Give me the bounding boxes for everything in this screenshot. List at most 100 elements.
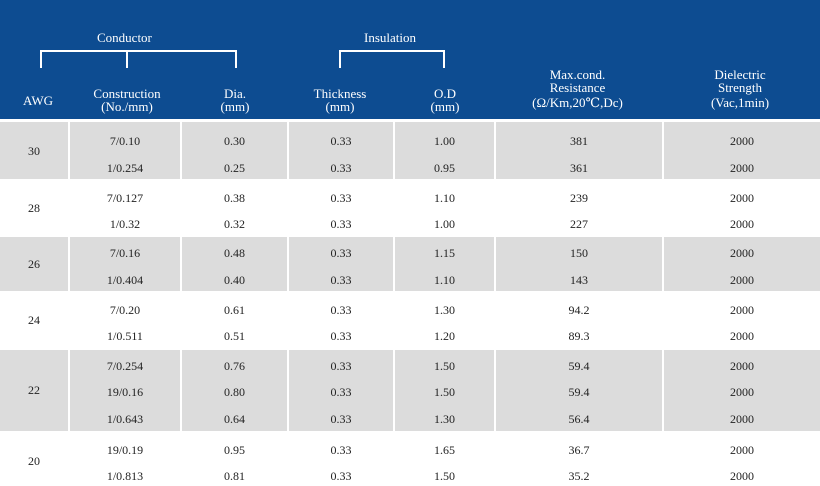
cell-thickness: 0.33 xyxy=(330,191,352,205)
cell-resistance: 227 xyxy=(570,217,588,231)
insulation-bracket-top xyxy=(339,50,445,52)
cell-od: 1.30 xyxy=(434,412,455,426)
column-divider xyxy=(494,119,496,486)
cell-dia: 0.25 xyxy=(224,161,245,175)
cell-thickness: 0.33 xyxy=(330,303,352,317)
cell-od: 1.10 xyxy=(434,273,455,287)
col-resistance: Max.cond. xyxy=(549,67,606,82)
col-construction: Construction xyxy=(93,86,161,101)
cell-resistance: 150 xyxy=(570,246,588,260)
cell-construction: 7/0.10 xyxy=(109,134,141,148)
cell-dielectric: 2000 xyxy=(730,134,754,148)
cell-construction: 7/0.127 xyxy=(106,191,144,205)
cell-resistance: 35.2 xyxy=(568,469,590,483)
cell-dia: 0.81 xyxy=(224,469,245,483)
conductor-group-label: Conductor xyxy=(97,30,152,45)
awg-value: 30 xyxy=(28,144,40,158)
cell-resistance: 36.7 xyxy=(568,443,590,457)
cell-dia: 0.80 xyxy=(224,385,245,399)
column-divider xyxy=(662,119,664,486)
cell-dia: 0.61 xyxy=(224,303,245,317)
cell-construction: 1/0.643 xyxy=(106,412,144,426)
cell-dielectric: 2000 xyxy=(730,161,754,175)
cell-thickness: 0.33 xyxy=(330,329,352,343)
cell-dielectric: 2000 xyxy=(730,273,754,287)
cell-construction: 1/0.32 xyxy=(109,217,141,231)
cell-dia: 0.64 xyxy=(224,412,245,426)
cell-resistance: 143 xyxy=(570,273,588,287)
awg-value: 26 xyxy=(28,257,40,271)
conductor-bracket-mid xyxy=(126,50,128,68)
cell-od: 1.50 xyxy=(434,359,455,373)
cell-resistance: 381 xyxy=(570,134,588,148)
group-row-awg-30 xyxy=(0,122,820,179)
col-dielectric-sub: Strength xyxy=(717,80,763,95)
cell-od: 1.65 xyxy=(434,443,455,457)
cell-resistance: 239 xyxy=(570,191,588,205)
cell-dielectric: 2000 xyxy=(730,412,754,426)
cell-resistance: 94.2 xyxy=(568,303,590,317)
cell-construction: 7/0.20 xyxy=(109,303,141,317)
cell-construction: 7/0.254 xyxy=(106,359,144,373)
cell-dielectric: 2000 xyxy=(730,329,754,343)
col-od-unit: (mm) xyxy=(430,99,460,114)
insulation-bracket-right xyxy=(443,50,445,68)
cell-od: 1.20 xyxy=(434,329,455,343)
cell-dia: 0.30 xyxy=(224,134,245,148)
conductor-bracket-left xyxy=(40,50,42,68)
awg-value: 24 xyxy=(28,313,40,327)
cell-od: 1.00 xyxy=(434,134,455,148)
cell-od: 1.50 xyxy=(434,469,455,483)
cell-construction: 19/0.19 xyxy=(106,443,144,457)
row-divider xyxy=(0,234,820,237)
cell-dielectric: 2000 xyxy=(730,385,754,399)
cell-dia: 0.40 xyxy=(224,273,245,287)
col-awg: AWG xyxy=(22,93,53,108)
cell-construction: 1/0.254 xyxy=(106,161,144,175)
col-dia-unit: (mm) xyxy=(220,99,250,114)
cell-dielectric: 2000 xyxy=(730,469,754,483)
cell-dia: 0.48 xyxy=(224,246,245,260)
awg-value: 20 xyxy=(28,454,40,468)
cell-dia: 0.76 xyxy=(224,359,245,373)
column-divider xyxy=(393,119,395,486)
cell-thickness: 0.33 xyxy=(330,217,352,231)
cell-dia: 0.95 xyxy=(224,443,245,457)
cell-thickness: 0.33 xyxy=(330,359,352,373)
conductor-bracket-top xyxy=(40,50,237,52)
cell-od: 0.95 xyxy=(434,161,455,175)
insulation-group-label: Insulation xyxy=(364,30,416,45)
table-header: Conductor Insulation AWG Construction (N… xyxy=(0,0,820,119)
cell-thickness: 0.33 xyxy=(330,412,352,426)
cell-thickness: 0.33 xyxy=(330,134,352,148)
row-divider xyxy=(0,119,820,122)
cell-resistance: 59.4 xyxy=(568,359,590,373)
conductor-bracket-right xyxy=(235,50,237,68)
cell-thickness: 0.33 xyxy=(330,161,352,175)
col-thickness-unit: (mm) xyxy=(325,99,355,114)
row-divider xyxy=(0,291,820,294)
cell-od: 1.15 xyxy=(434,246,455,260)
cell-od: 1.50 xyxy=(434,385,455,399)
insulation-bracket-left xyxy=(339,50,341,68)
row-divider xyxy=(0,347,820,350)
cell-dielectric: 2000 xyxy=(730,246,754,260)
column-divider xyxy=(287,119,289,486)
cell-dielectric: 2000 xyxy=(730,359,754,373)
cell-dia: 0.51 xyxy=(224,329,245,343)
cell-resistance: 56.4 xyxy=(568,412,590,426)
cell-thickness: 0.33 xyxy=(330,443,352,457)
cell-resistance: 89.3 xyxy=(568,329,590,343)
row-divider xyxy=(0,431,820,434)
awg-value: 22 xyxy=(28,383,40,397)
cell-dia: 0.32 xyxy=(224,217,245,231)
row-divider xyxy=(0,179,820,182)
cell-construction: 1/0.813 xyxy=(106,469,144,483)
cell-resistance: 59.4 xyxy=(568,385,590,399)
cell-thickness: 0.33 xyxy=(330,273,352,287)
cell-od: 1.10 xyxy=(434,191,455,205)
col-resistance-unit: (Ω/Km,20℃,Dc) xyxy=(532,95,623,110)
cell-dielectric: 2000 xyxy=(730,443,754,457)
col-dielectric-unit: (Vac,1min) xyxy=(710,95,770,110)
